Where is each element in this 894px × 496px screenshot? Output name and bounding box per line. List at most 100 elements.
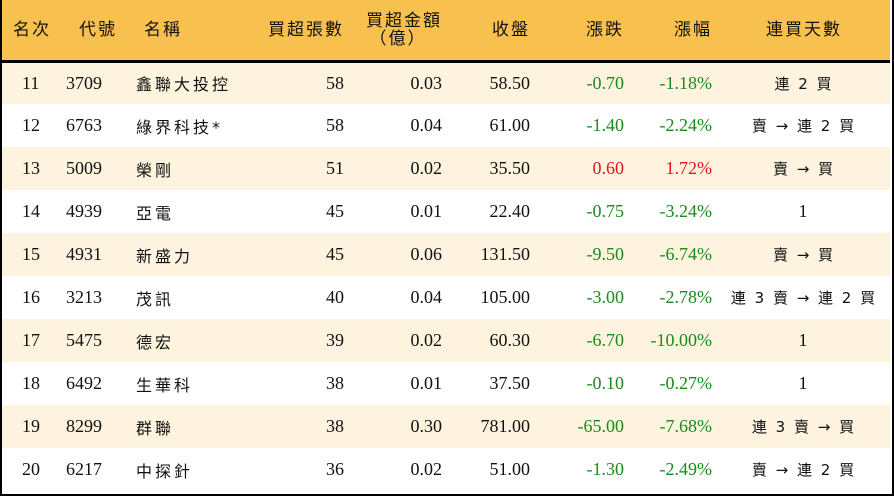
cell-change-pct: -3.24%	[659, 201, 713, 221]
header-code: 代號	[79, 19, 117, 40]
cell-rank: 13	[22, 158, 40, 178]
cell-rank: 15	[22, 244, 40, 264]
cell-net-buy-amount: 0.02	[410, 459, 443, 479]
cell-change: -65.00	[577, 416, 625, 436]
cell-consecutive-buy-days: 連 2 買	[774, 74, 834, 93]
cell-change: -0.70	[586, 72, 625, 93]
cell-close: 781.00	[480, 416, 531, 436]
cell-change-pct: -10.00%	[650, 330, 713, 350]
cell-consecutive-buy-days: 賣 → 連 2 買	[751, 117, 857, 135]
table-row: 20 6217 中探針 36 0.02 51.00 -1.30 -2.49% 賣…	[2, 448, 890, 491]
cell-change: -1.30	[586, 459, 625, 479]
cell-close: 35.50	[489, 158, 531, 178]
cell-net-buy-lots: 39	[326, 330, 344, 350]
cell-name: 新盛力	[136, 246, 194, 266]
cell-change: -0.10	[586, 373, 625, 393]
cell-net-buy-amount: 0.01	[410, 373, 443, 393]
cell-change-pct: -2.49%	[659, 459, 713, 479]
cell-net-buy-lots: 36	[326, 459, 344, 479]
cell-close: 58.50	[489, 72, 531, 93]
header-consecutive-buy-days: 連買天數	[766, 19, 842, 40]
cell-close: 37.50	[489, 373, 531, 393]
cell-consecutive-buy-days: 賣 → 買	[772, 246, 836, 264]
header-close: 收盤	[492, 19, 530, 40]
cell-change-pct: 1.72%	[665, 158, 713, 178]
cell-consecutive-buy-days: 1	[798, 201, 810, 221]
cell-name: 鑫聯大投控	[136, 75, 232, 95]
cell-code: 8299	[66, 416, 102, 436]
cell-rank: 11	[22, 72, 40, 93]
cell-net-buy-amount: 0.01	[410, 201, 443, 221]
cell-change: -3.00	[586, 287, 625, 307]
cell-consecutive-buy-days: 1	[798, 373, 810, 393]
table-row: 12 6763 綠界科技* 58 0.04 61.00 -1.40 -2.24%…	[2, 104, 890, 147]
cell-change-pct: -7.68%	[659, 416, 713, 436]
table-row: 14 4939 亞電 45 0.01 22.40 -0.75 -3.24% 1	[2, 190, 890, 233]
cell-name: 德宏	[136, 332, 175, 352]
header-net-buy-amount: 買超金額 （億）	[344, 0, 446, 61]
cell-rank: 16	[22, 287, 40, 307]
table-header-row: 名次 代號 名稱 買超張數 買超金額 （億） 收盤 漲跌 漲幅 連買天數	[2, 0, 890, 61]
cell-change: -0.75	[586, 201, 625, 221]
cell-code: 6492	[66, 373, 102, 393]
cell-change-pct: -6.74%	[659, 244, 713, 264]
cell-name: 綠界科技*	[136, 117, 224, 137]
cell-close: 60.30	[489, 330, 531, 350]
cell-consecutive-buy-days: 1	[798, 330, 810, 350]
header-net-buy-amount-unit: （億）	[369, 28, 427, 49]
cell-rank: 17	[22, 330, 40, 350]
table-row: 15 4931 新盛力 45 0.06 131.50 -9.50 -6.74% …	[2, 233, 890, 276]
table-row: 19 8299 群聯 38 0.30 781.00 -65.00 -7.68% …	[2, 405, 890, 448]
cell-code: 4931	[66, 244, 102, 264]
cell-rank: 14	[22, 201, 40, 221]
header-net-buy-lots: 買超張數	[268, 19, 344, 40]
cell-close: 61.00	[489, 115, 531, 135]
cell-change: -1.40	[586, 115, 625, 135]
table-row: 13 5009 榮剛 51 0.02 35.50 0.60 1.72% 賣 → …	[2, 147, 890, 190]
table-row: 11 3709 鑫聯大投控 58 0.03 58.50 -0.70 -1.18%…	[2, 61, 890, 104]
cell-net-buy-lots: 45	[326, 244, 344, 264]
table-row: 16 3213 茂訊 40 0.04 105.00 -3.00 -2.78% 連…	[2, 276, 890, 319]
cell-rank: 20	[22, 459, 40, 479]
cell-consecutive-buy-days: 賣 → 買	[772, 160, 836, 178]
cell-name: 中探針	[136, 461, 194, 481]
cell-rank: 12	[22, 115, 40, 135]
cell-change: -9.50	[586, 244, 625, 264]
cell-rank: 18	[22, 373, 40, 393]
cell-net-buy-amount: 0.02	[410, 330, 443, 350]
cell-net-buy-amount: 0.06	[410, 244, 443, 264]
cell-net-buy-lots: 58	[326, 115, 344, 135]
cell-net-buy-amount: 0.04	[410, 287, 443, 307]
cell-code: 5009	[66, 158, 102, 178]
cell-net-buy-lots: 51	[326, 158, 344, 178]
cell-net-buy-lots: 45	[326, 201, 344, 221]
cell-change-pct: -2.78%	[659, 287, 713, 307]
header-change: 漲跌	[586, 19, 624, 40]
cell-rank: 19	[22, 416, 40, 436]
cell-net-buy-lots: 38	[326, 416, 344, 436]
cell-change-pct: -2.24%	[659, 115, 713, 135]
header-rank: 名次	[13, 19, 51, 40]
cell-name: 亞電	[136, 203, 175, 223]
cell-close: 22.40	[489, 201, 531, 221]
cell-name: 榮剛	[136, 160, 175, 180]
cell-name: 生華科	[136, 375, 194, 395]
cell-close: 131.50	[480, 244, 531, 264]
cell-name: 群聯	[136, 418, 175, 438]
cell-change-pct: -1.18%	[659, 72, 713, 93]
cell-code: 6763	[66, 115, 102, 135]
cell-change: 0.60	[592, 158, 625, 178]
cell-name: 茂訊	[136, 289, 175, 309]
cell-net-buy-lots: 58	[326, 72, 344, 93]
header-change-pct: 漲幅	[674, 19, 712, 40]
cell-close: 51.00	[489, 459, 531, 479]
cell-net-buy-lots: 38	[326, 373, 344, 393]
cell-consecutive-buy-days: 賣 → 連 2 買	[751, 461, 857, 479]
cell-code: 3709	[66, 72, 102, 93]
table-row: 17 5475 德宏 39 0.02 60.30 -6.70 -10.00% 1	[2, 319, 890, 362]
cell-code: 4939	[66, 201, 102, 221]
cell-change-pct: -0.27%	[659, 373, 713, 393]
cell-code: 5475	[66, 330, 102, 350]
header-net-buy-amount-label: 買超金額	[366, 10, 442, 31]
cell-net-buy-lots: 40	[326, 287, 344, 307]
